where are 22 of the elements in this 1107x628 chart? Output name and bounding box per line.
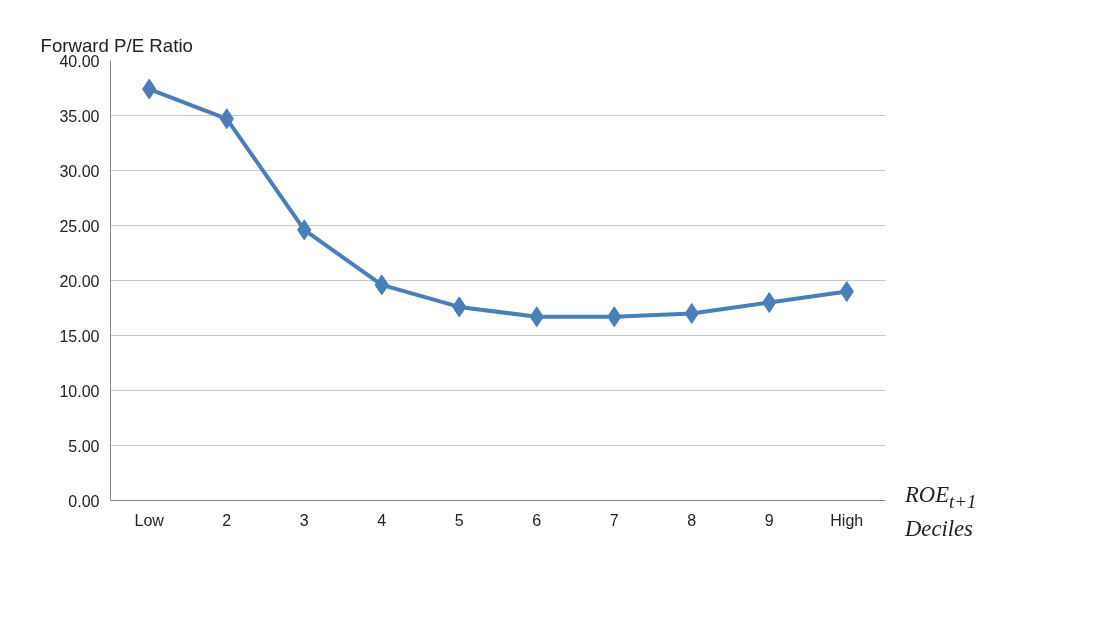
x-tick-label: 5 (454, 511, 464, 529)
y-tick-label: 10.00 (59, 382, 100, 400)
y-tick-label: 25.00 (59, 217, 100, 235)
point (839, 281, 854, 302)
y-tick-label: 15.00 (59, 327, 100, 345)
x-tick-label: 6 (532, 511, 542, 529)
x-tick-label: 4 (377, 511, 387, 529)
point (762, 292, 777, 313)
x-tick-label: 9 (764, 511, 774, 529)
x-tick-label: 3 (299, 511, 309, 529)
y-tick-label: 5.00 (68, 437, 100, 455)
x-tick-label: 8 (687, 511, 697, 529)
point (684, 303, 699, 324)
y-tick-label: 0.00 (68, 492, 100, 510)
y-tick-label: 30.00 (59, 162, 100, 180)
x-tick-label: High (830, 511, 864, 529)
y-tick-label: 35.00 (59, 107, 100, 125)
x-axis-title: ROE$_{t+1}$ Deciles (905, 481, 977, 544)
x-tick-label: 2 (222, 511, 232, 529)
x-tick-label: 7 (609, 511, 619, 529)
y-tick-label: 20.00 (59, 272, 100, 290)
x-tick-label: Low (134, 511, 165, 529)
